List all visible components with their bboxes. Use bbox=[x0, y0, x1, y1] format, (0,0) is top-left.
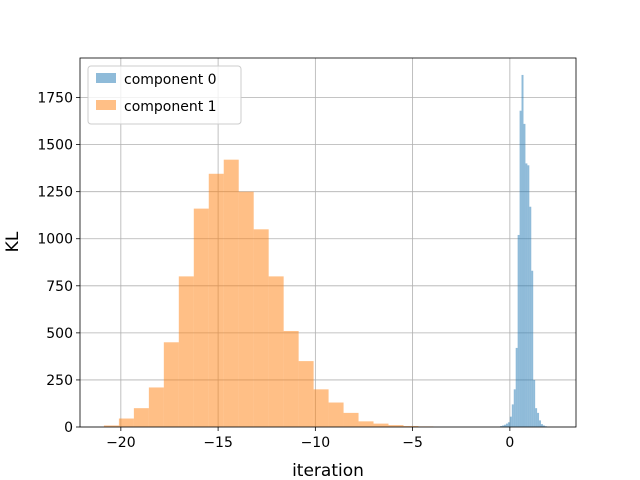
bar-component-1 bbox=[238, 191, 254, 427]
bar-component-0 bbox=[507, 422, 510, 427]
bar-component-1 bbox=[208, 173, 224, 427]
bar-component-1 bbox=[103, 425, 119, 427]
x-tick-label: 0 bbox=[505, 435, 514, 451]
x-tick-label: −5 bbox=[402, 435, 423, 451]
y-tick-label: 1750 bbox=[37, 91, 73, 107]
y-tick-label: 500 bbox=[46, 326, 73, 342]
y-tick-label: 1500 bbox=[37, 138, 73, 154]
plot-frame bbox=[79, 57, 577, 428]
bar-component-0 bbox=[535, 408, 538, 427]
x-tick-label: −15 bbox=[203, 435, 233, 451]
y-tick-label: 250 bbox=[46, 373, 73, 389]
bar-component-1 bbox=[388, 425, 404, 427]
bar-component-0 bbox=[529, 206, 532, 427]
legend-swatch-component-0 bbox=[96, 73, 116, 83]
bar-component-0 bbox=[517, 234, 520, 427]
y-tick-label: 750 bbox=[46, 279, 73, 295]
bar-component-0 bbox=[502, 425, 505, 427]
legend-box bbox=[87, 65, 242, 125]
bar-component-0 bbox=[527, 165, 530, 427]
bar-component-1 bbox=[178, 276, 194, 427]
bar-component-0 bbox=[509, 416, 512, 427]
bar-component-0 bbox=[519, 110, 522, 427]
bar-component-1 bbox=[133, 408, 149, 427]
bar-component-1 bbox=[283, 330, 299, 427]
bar-component-1 bbox=[358, 421, 374, 427]
legend-swatch-component-1 bbox=[96, 100, 116, 110]
bar-component-1 bbox=[148, 387, 164, 427]
bar-component-1 bbox=[373, 423, 389, 427]
axis-ticks: −20 −15 −10 −5 0 0 250 500 750 1000 1250 1500 1750 bbox=[37, 91, 514, 451]
legend-label-component-1: component 1 bbox=[124, 99, 217, 115]
legend: component 0 component 1 bbox=[87, 65, 242, 125]
bar-component-0 bbox=[500, 426, 503, 427]
y-axis-label: KL bbox=[3, 231, 23, 252]
bar-component-0 bbox=[542, 425, 545, 427]
x-tick-label: −20 bbox=[106, 435, 136, 451]
bar-component-0 bbox=[523, 123, 526, 428]
bar-component-0 bbox=[513, 389, 516, 427]
y-tick-label: 0 bbox=[64, 420, 73, 436]
bar-component-1 bbox=[313, 389, 329, 427]
bar-component-1 bbox=[118, 418, 134, 427]
bar-component-0 bbox=[540, 424, 543, 427]
bar-component-0 bbox=[504, 424, 506, 427]
bar-component-1 bbox=[268, 276, 284, 427]
bar-component-1 bbox=[298, 361, 314, 427]
bar-component-0 bbox=[531, 270, 534, 427]
bar-component-1 bbox=[253, 229, 269, 427]
bar-component-0 bbox=[539, 420, 541, 427]
bar-component-1 bbox=[163, 342, 179, 427]
y-tick-label: 1250 bbox=[37, 185, 73, 201]
bar-component-0 bbox=[505, 423, 508, 427]
bar-component-0 bbox=[537, 412, 540, 427]
bar-component-1 bbox=[223, 159, 239, 427]
bar-component-1 bbox=[343, 412, 359, 427]
bar-component-0 bbox=[521, 74, 524, 427]
bar-component-1 bbox=[403, 426, 419, 427]
bars bbox=[103, 74, 547, 428]
x-axis-label: iteration bbox=[292, 461, 364, 480]
x-tick-label: −10 bbox=[301, 435, 331, 451]
bar-component-1 bbox=[328, 402, 344, 427]
bar-component-0 bbox=[511, 404, 514, 427]
legend-label-component-0: component 0 bbox=[124, 72, 217, 88]
bar-component-0 bbox=[533, 379, 536, 427]
bar-component-1 bbox=[193, 208, 209, 427]
y-tick-label: 1000 bbox=[37, 232, 73, 248]
bar-component-0 bbox=[515, 347, 518, 427]
bar-component-0 bbox=[525, 163, 528, 427]
